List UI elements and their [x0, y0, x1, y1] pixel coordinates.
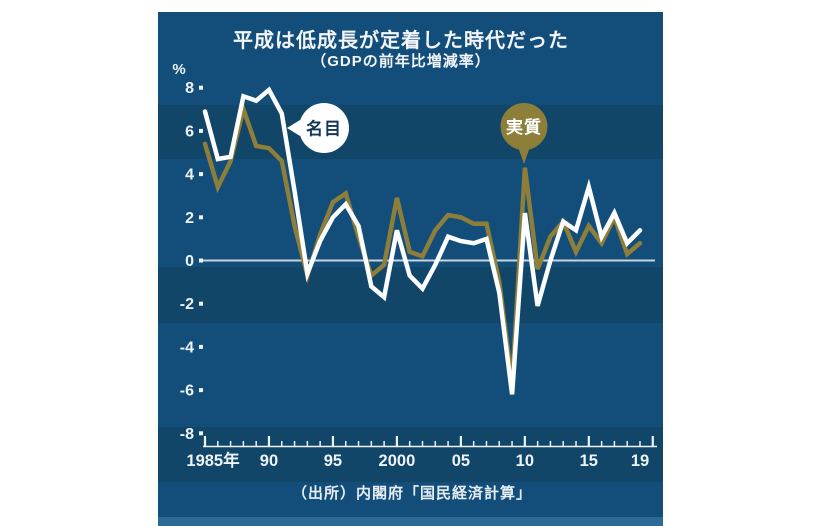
x-axis: 1985年 90 95 2000 05 10 15 19	[186, 436, 657, 470]
x-tick-label: 15	[580, 452, 598, 470]
legend-bubble-real: 実質	[500, 103, 548, 164]
y-tick-dot	[199, 128, 203, 133]
x-tick-label: 05	[452, 452, 470, 470]
bubble-circle	[299, 103, 349, 153]
bubble-tail-left	[287, 120, 300, 136]
gdp-chart: 8 6 4 2 0 -2 -4 -6 -8 1985年 90 95 2000 05 10 15 19 名目 実…	[158, 28, 663, 526]
chart-subtitle: （GDPの前年比増減率）	[311, 52, 491, 70]
bottom-strip	[158, 517, 663, 526]
y-tick-label: 2	[185, 210, 194, 227]
y-tick-dot	[199, 344, 203, 349]
y-tick-label: 8	[185, 80, 194, 97]
y-axis: 8 6 4 2 0 -2 -4 -6 -8	[180, 80, 203, 443]
y-tick-dot	[199, 172, 203, 177]
series-lines	[202, 86, 643, 395]
y-tick-label: 6	[185, 123, 194, 140]
x-tick-label: 1985年	[186, 450, 240, 470]
x-tick-label: 95	[324, 452, 342, 470]
y-tick-label: -2	[180, 296, 194, 313]
legend-bubble-nominal: 名目	[287, 103, 349, 153]
y-tick-label: -4	[180, 339, 194, 356]
chart-title: 平成は低成長が定着した時代だった	[233, 28, 569, 52]
y-tick-dot	[199, 85, 203, 90]
source-note: （出所）内閣府「国民経済計算」	[292, 484, 532, 502]
nominal-series-label: 名目	[306, 119, 342, 139]
x-tick-label: 19	[631, 452, 649, 470]
band-dark	[158, 427, 663, 482]
x-tick-label: 2000	[379, 452, 416, 470]
y-tick-label: -6	[180, 383, 194, 400]
series-line-real	[202, 101, 643, 384]
chart-panel: 8 6 4 2 0 -2 -4 -6 -8 1985年 90 95 2000 05 10 15 19 名目 実…	[158, 12, 663, 526]
x-tick-label: 10	[516, 452, 534, 470]
y-tick-label: 4	[185, 167, 194, 184]
y-tick-label: -8	[180, 426, 194, 443]
y-tick-dot	[199, 301, 203, 306]
real-series-label: 実質	[506, 117, 542, 137]
y-axis-unit: %	[172, 61, 185, 78]
y-tick-dot	[199, 215, 203, 220]
y-tick-dot	[199, 388, 203, 393]
x-tick-label: 90	[260, 452, 278, 470]
series-line-nominal	[202, 86, 643, 395]
y-tick-label: 0	[185, 253, 194, 270]
bubble-circle	[500, 103, 548, 150]
y-tick-dot	[199, 431, 203, 436]
y-tick-dot	[199, 258, 203, 263]
